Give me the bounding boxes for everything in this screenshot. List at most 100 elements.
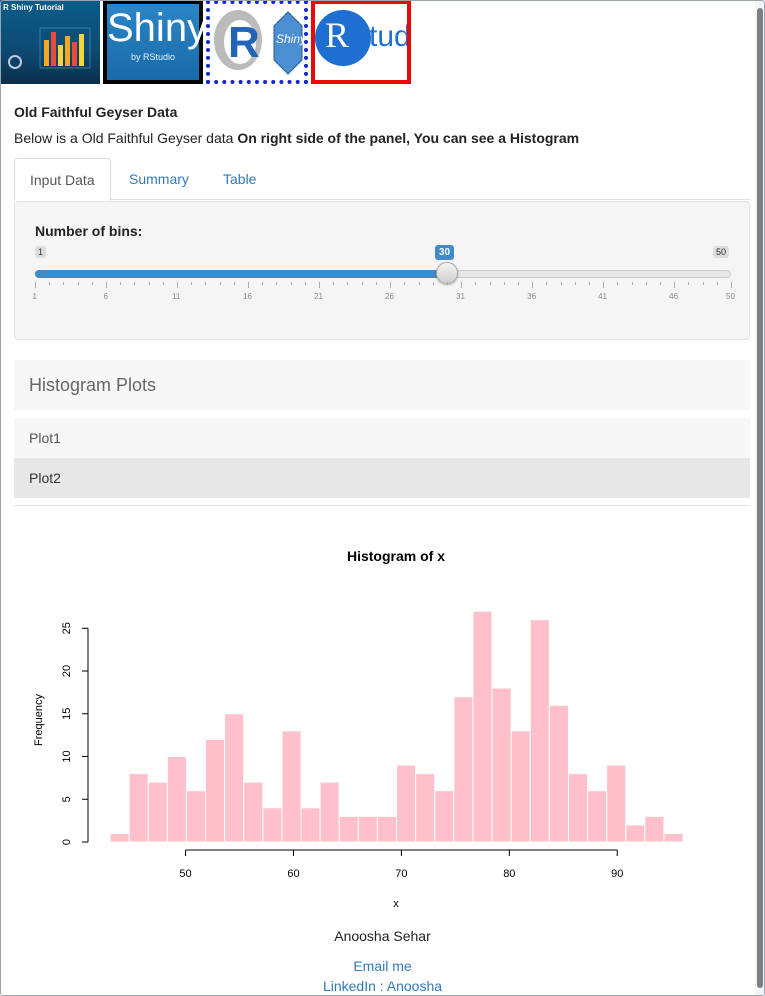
slider-tick-label: 6 (103, 292, 108, 301)
x-axis-label: x (393, 898, 399, 910)
slider-tick (248, 282, 250, 288)
slider-tick (219, 282, 221, 285)
shiny-logo-subtext: by RStudio (130, 52, 176, 62)
linkedin-link[interactable]: LinkedIn : Anoosha (322, 978, 443, 994)
chart-title: Histogram of x (347, 548, 445, 564)
slider-tick-label: 41 (598, 292, 608, 301)
description-lead: Below is a Old Faithful Geyser data (14, 130, 238, 146)
x-tick-label: 50 (179, 868, 191, 880)
histogram-bar (205, 738, 226, 843)
histogram-bar (224, 713, 245, 843)
histogram-plots-header: Histogram Plots (14, 360, 750, 410)
slider-tick (276, 282, 278, 285)
x-axis: 50 60 70 80 90 (179, 849, 623, 880)
histogram-bar (434, 790, 455, 843)
slider-tick (390, 282, 392, 288)
slider-tick-label: 31 (456, 292, 466, 301)
histogram-bar (166, 756, 187, 843)
plot1-link[interactable]: Plot1 (14, 418, 750, 458)
y-tick-label: 20 (61, 665, 73, 677)
rstudio-circle-icon (315, 10, 371, 66)
histogram-bar (300, 807, 321, 843)
page-title: Old Faithful Geyser Data (14, 104, 178, 120)
slider-tick (333, 282, 335, 285)
slider-tick (517, 282, 519, 285)
slider-tick (205, 282, 207, 285)
histogram-bar (243, 781, 264, 843)
slider-fill (35, 270, 447, 278)
tab-input-data[interactable]: Input Data (14, 158, 111, 201)
tab-bar: Input Data Summary Table (14, 158, 750, 201)
slider-tick (560, 282, 562, 285)
email-link[interactable]: Email me (353, 958, 412, 974)
slider-tick (148, 282, 150, 285)
slider-tick (134, 282, 136, 285)
slider-panel: Number of bins: 1 50 30 1 6 11 16 21 26 31 36 41… (14, 201, 750, 340)
shiny-logo-text: Shiny (107, 6, 203, 50)
histogram-bar (415, 773, 436, 843)
slider-tick (361, 282, 363, 285)
histogram-bar (147, 781, 168, 843)
slider-tick (546, 282, 548, 285)
histogram-bar (109, 832, 130, 843)
slider-tick (446, 282, 448, 285)
y-tick-label: 0 (61, 839, 73, 845)
description-bold: On right side of the panel, You can see … (237, 130, 580, 146)
slider-tick (347, 282, 349, 285)
slider-tick (91, 282, 93, 285)
slider-tick-label: 36 (527, 292, 537, 301)
histogram-bar (453, 696, 474, 843)
banner: R Shiny Tutorial Shiny by RStudio R Shin… (0, 0, 411, 84)
rstudio-r-letter: R (325, 15, 350, 55)
slider-tick (588, 282, 590, 285)
y-axis-label: Frequency (33, 694, 45, 746)
tutorial-title: R Shiny Tutorial (3, 3, 64, 12)
slider-tick (418, 282, 420, 285)
bar-chart-icon (8, 27, 91, 69)
slider-tick (716, 282, 718, 285)
y-tick-label: 10 (61, 750, 73, 762)
bins-slider-label: Number of bins: (35, 223, 143, 239)
slider-tick (49, 282, 51, 285)
histogram-bar (567, 773, 589, 843)
slider-tick (645, 282, 647, 285)
rstudio-text: Studio (349, 20, 411, 53)
r-letter: R (228, 18, 260, 67)
divider (14, 505, 750, 506)
histogram-bar (319, 781, 340, 843)
histogram-bar (529, 619, 550, 843)
slider-tick (233, 282, 235, 285)
slider-min-badge: 1 (35, 246, 47, 258)
author-name: Anoosha Sehar (334, 928, 431, 944)
tab-table[interactable]: Table (223, 171, 257, 187)
slider-tick (375, 282, 377, 285)
plot2-link[interactable]: Plot2 (14, 458, 750, 498)
slider-handle[interactable] (435, 262, 458, 284)
scrollbar-thumb[interactable] (757, 8, 763, 988)
slider-tick-label: 46 (669, 292, 679, 301)
x-tick-label: 80 (503, 868, 515, 880)
x-tick-label: 70 (395, 868, 407, 880)
slider-tick (304, 282, 306, 285)
histogram-bar (357, 815, 378, 843)
histogram-bar (396, 764, 417, 843)
slider-tick (688, 282, 690, 285)
slider-tick (503, 282, 505, 285)
histogram-bar (281, 730, 302, 843)
slider-tick (120, 282, 122, 285)
slider-tick (532, 282, 534, 288)
slider-tick-label: 26 (385, 292, 394, 301)
slider-tick (262, 282, 264, 285)
slider-tick (731, 282, 732, 288)
histogram-bar (548, 704, 569, 843)
histogram-bar (491, 687, 512, 843)
tab-summary[interactable]: Summary (129, 171, 189, 187)
slider-tick (603, 282, 605, 288)
rstudio-logo: R Studio (311, 0, 411, 84)
r-shiny-text: Shiny (276, 32, 307, 46)
y-axis: 0 5 10 15 20 25 (61, 622, 89, 845)
scrollbar[interactable] (755, 0, 765, 996)
histogram-bar (606, 764, 627, 843)
page-description: Below is a Old Faithful Geyser data On r… (14, 130, 579, 146)
slider-tick (35, 282, 36, 288)
